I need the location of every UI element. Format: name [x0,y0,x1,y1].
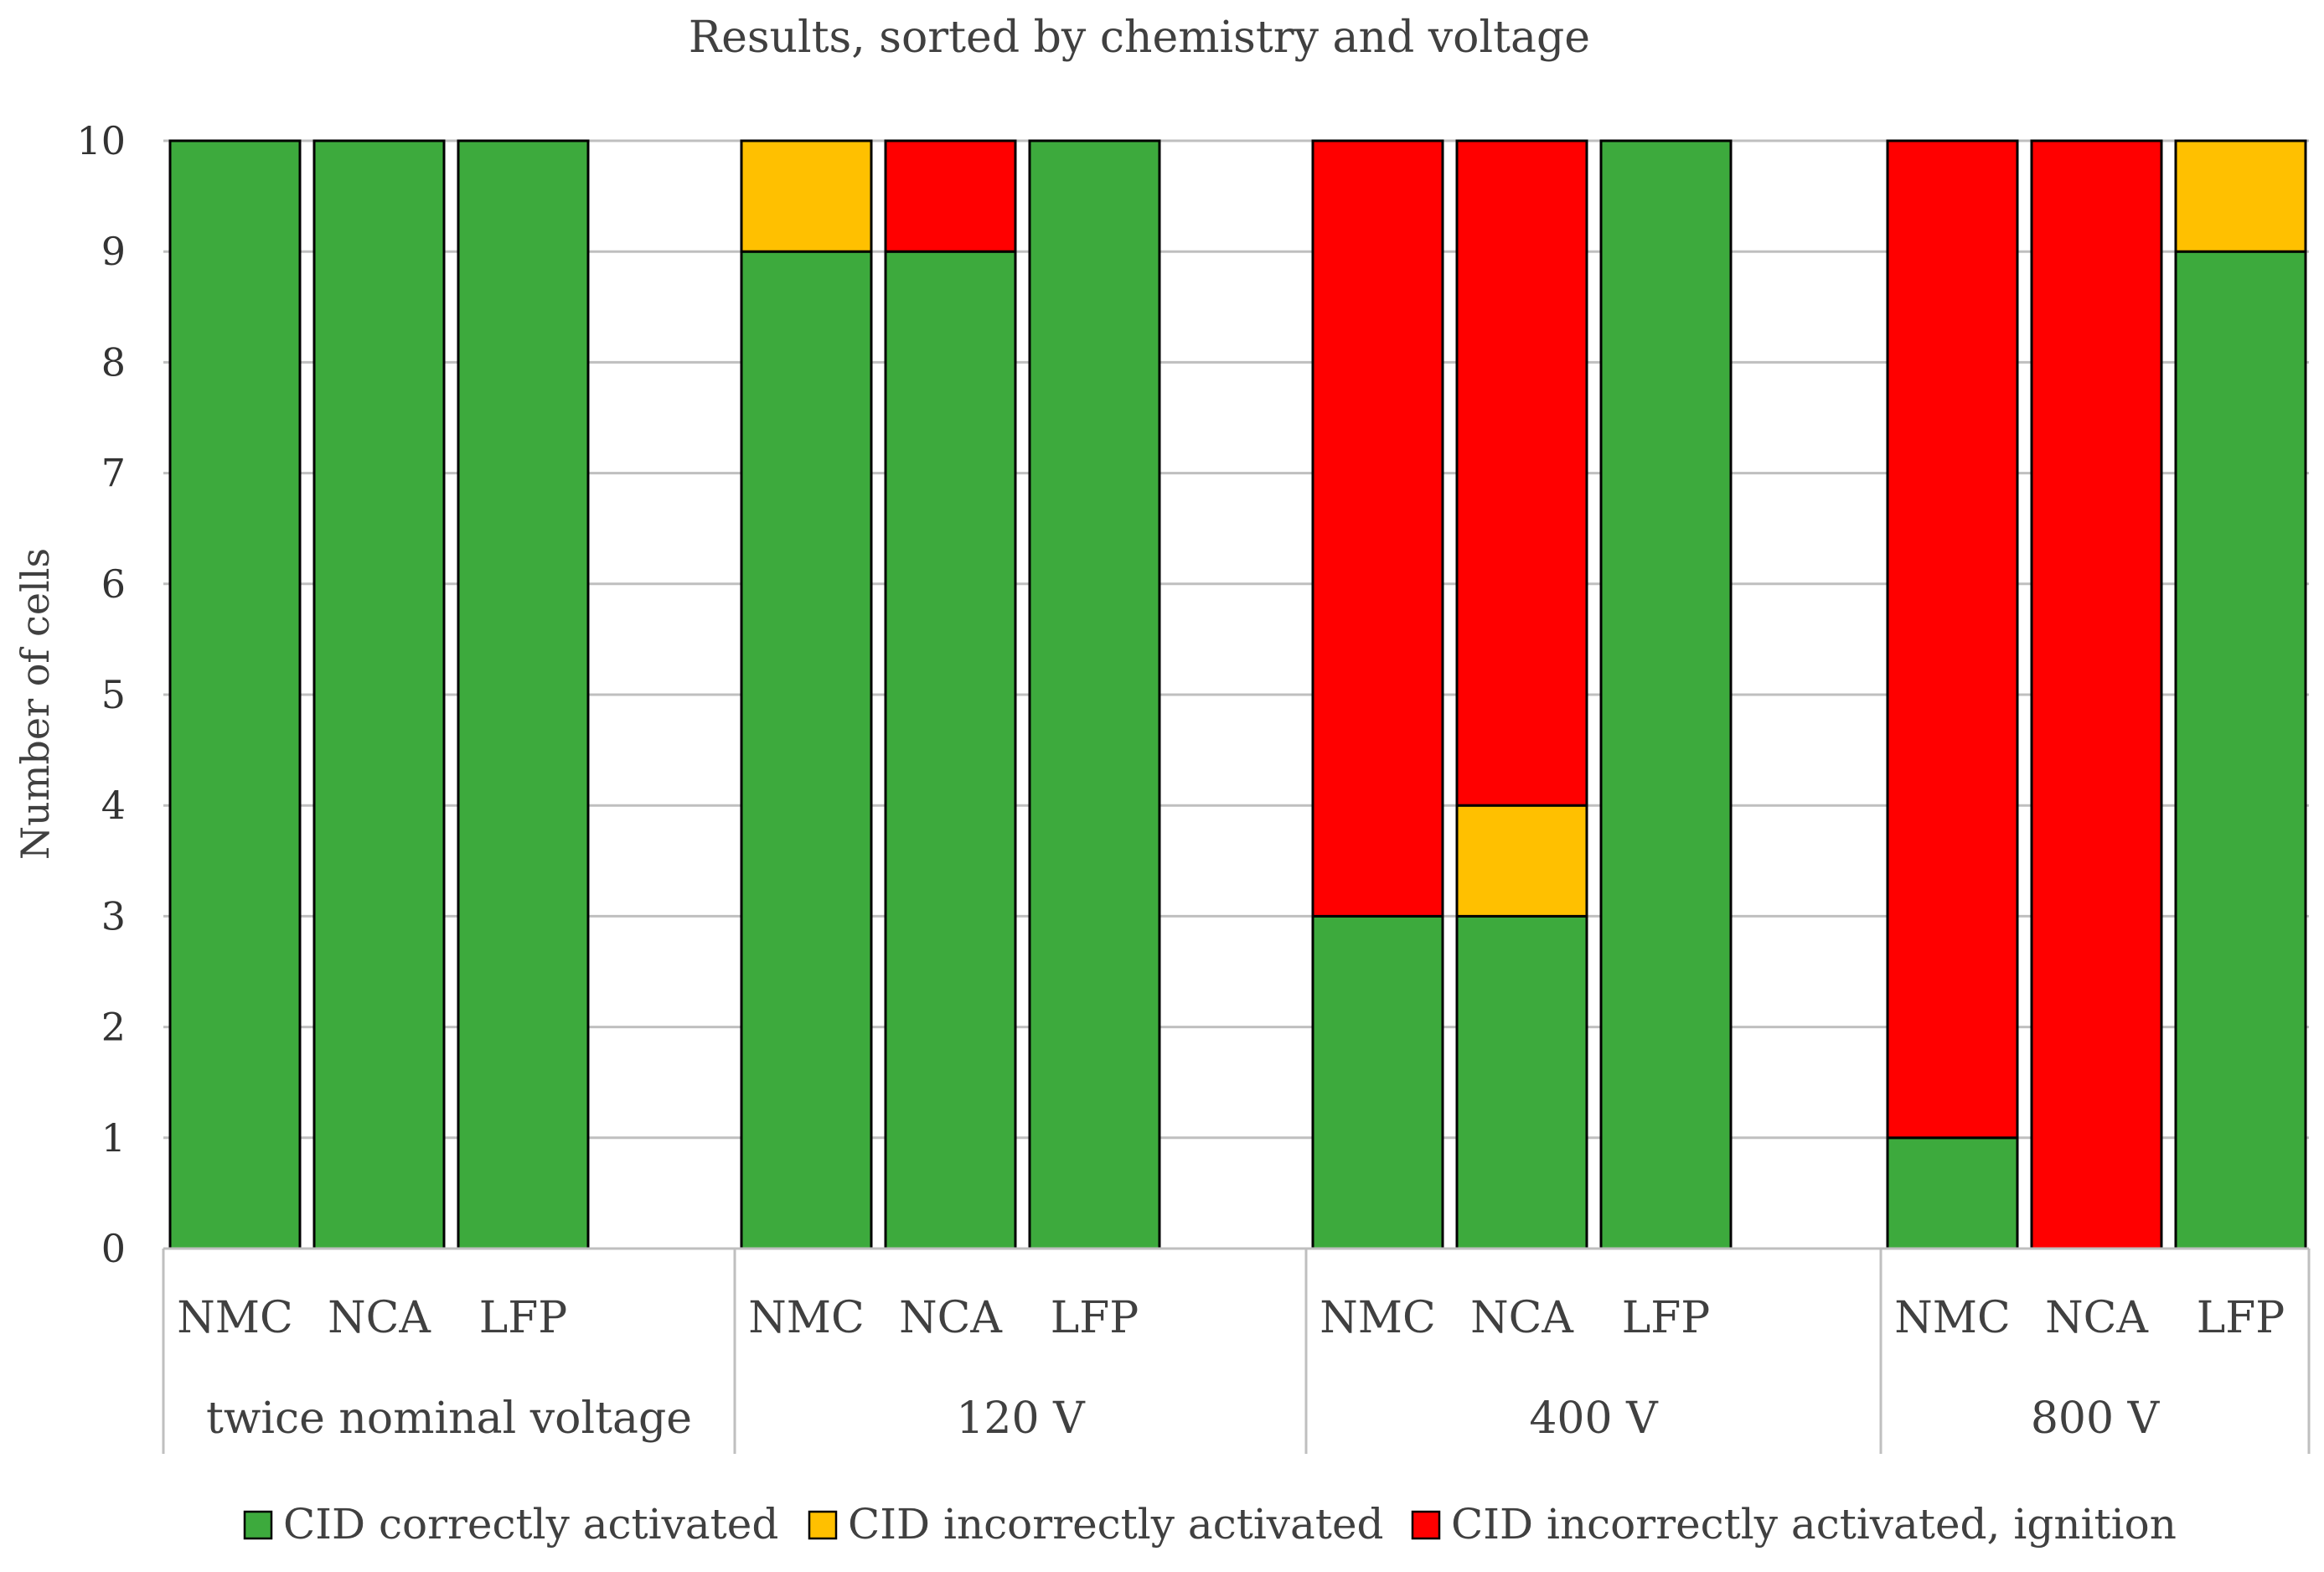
x-category-label: NMC [1894,1293,2011,1343]
bar-segment [2174,250,2307,1250]
legend-swatch [808,1510,838,1540]
bars [168,139,2307,1250]
y-axis-label: Number of cells [13,548,58,860]
bar-segment [2174,139,2307,253]
bar-segment [1311,914,1444,1250]
x-category-label: NCA [2045,1293,2149,1343]
bar-segment [1455,804,1588,918]
x-category-label: NCA [899,1293,1003,1343]
legend: CID correctly activated CID incorrectly a… [243,1500,2177,1549]
chart-title: Results, sorted by chemistry and voltage [689,13,1590,63]
x-category-label: NCA [1470,1293,1574,1343]
bar-segment [1455,914,1588,1250]
y-tick-label: 8 [101,339,126,385]
x-category-label: NMC [177,1293,293,1343]
y-tick-label: 5 [101,672,126,717]
bar-segment [1599,139,1733,1250]
x-group-label: 800 V [2031,1394,2161,1444]
bar-segment [884,250,1017,1250]
bar-segment [1311,139,1444,918]
y-tick-label: 10 [76,118,126,163]
x-group-label: twice nominal voltage [206,1394,692,1444]
x-category-label: LFP [479,1293,568,1343]
x-group-label: 400 V [1529,1394,1659,1444]
bar-segment [740,250,873,1250]
y-tick-label: 9 [101,229,126,274]
y-axis: 0 1 2 3 4 5 6 7 8 9 10 [76,118,126,1271]
bar-segment [312,139,446,1250]
x-category-label: LFP [1051,1293,1139,1343]
bar-segment [1886,139,2019,1140]
legend-label: CID incorrectly activated, ignition [1451,1500,2177,1549]
legend-label: CID correctly activated [283,1500,778,1549]
bar-segment [884,139,1017,253]
y-tick-label: 6 [101,561,126,607]
bar-segment [1886,1136,2019,1250]
x-category-label: NMC [1320,1293,1436,1343]
y-tick-label: 0 [101,1226,126,1271]
y-tick-label: 4 [101,783,126,828]
bar-segment [1455,139,1588,807]
legend-swatch [243,1510,273,1540]
x-category-label: NCA [328,1293,431,1343]
x-category-label: NMC [748,1293,865,1343]
bar-segment [457,139,590,1250]
legend-swatch [1411,1510,1441,1540]
bar-segment [1028,139,1161,1250]
bar-segment [168,139,302,1250]
legend-label: CID incorrectly activated [848,1500,1384,1549]
bar-segment [740,139,873,253]
y-tick-label: 1 [101,1115,126,1161]
bar-segment [2030,139,2163,1250]
y-tick-label: 3 [101,893,126,939]
x-category-label: LFP [2197,1293,2285,1343]
x-category-label: LFP [1622,1293,1711,1343]
y-tick-label: 2 [101,1005,126,1050]
y-tick-label: 7 [101,451,126,496]
x-axis: NMC NCA LFP twice nominal voltage NMC NCA LFP 1… [162,1247,2311,1454]
x-group-label: 120 V [956,1394,1086,1444]
